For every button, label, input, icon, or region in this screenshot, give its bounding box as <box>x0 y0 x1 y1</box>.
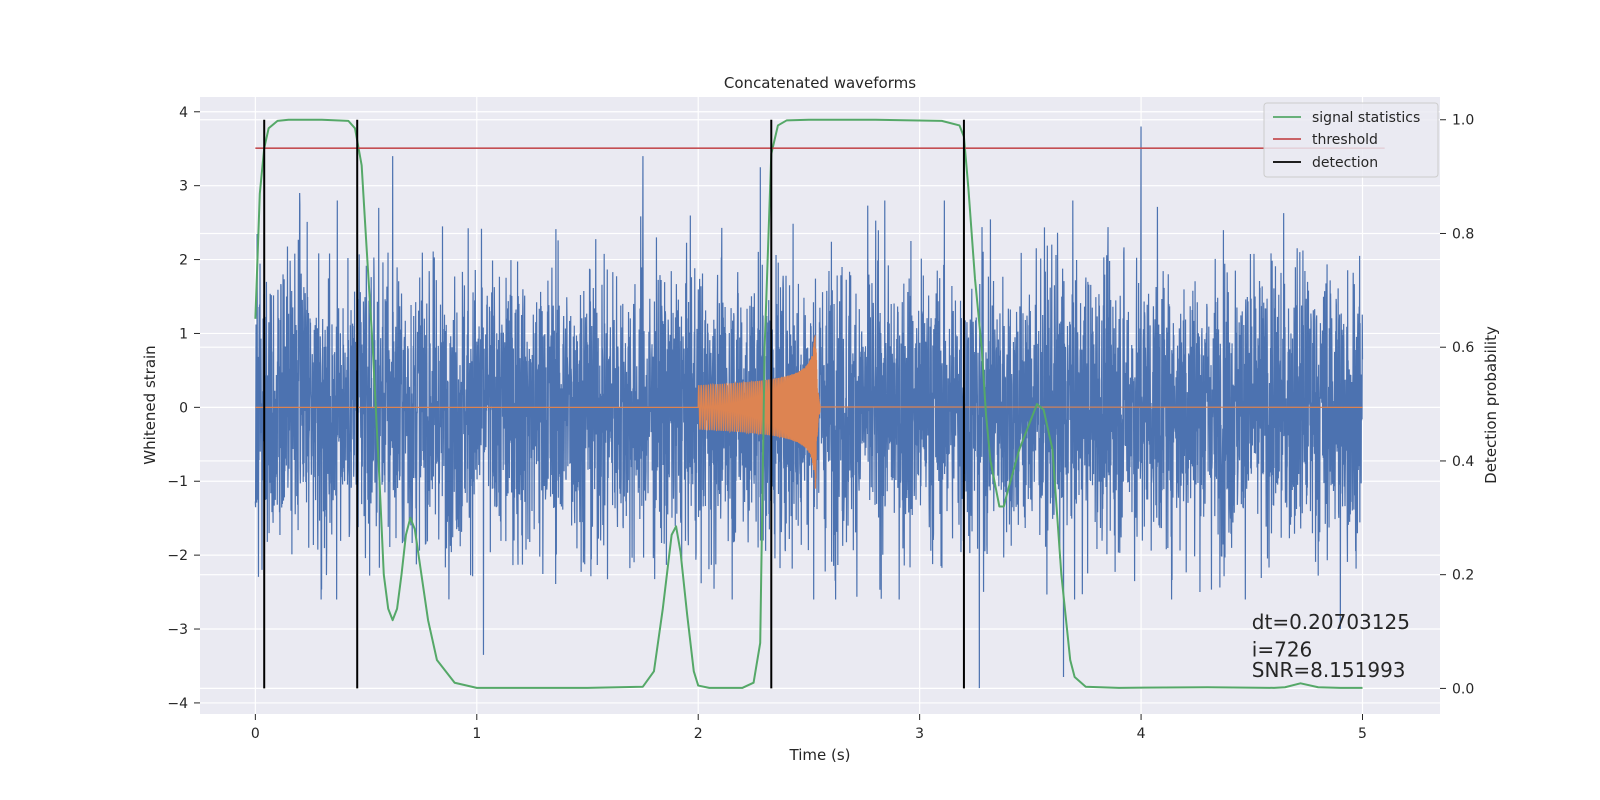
y-tick-label-1: −3 <box>167 622 188 638</box>
legend: signal statistics threshold detection <box>1263 102 1439 178</box>
x-axis-ticks: 0 1 2 3 4 5 <box>251 714 1367 742</box>
annotation-0: dt=0.20703125 <box>1252 610 1410 634</box>
x-tick-label-2: 2 <box>694 726 703 742</box>
y-tick-label-0: −4 <box>167 696 188 712</box>
legend-label-threshold: threshold <box>1312 132 1378 148</box>
x-tick-label-5: 5 <box>1358 726 1367 742</box>
legend-frame <box>1263 102 1439 178</box>
y-tick-label-3: −1 <box>167 474 188 490</box>
x-tick-label-1: 1 <box>472 726 481 742</box>
y2-tick-label-1: 0.2 <box>1452 568 1474 584</box>
series-detection-lines <box>263 119 965 689</box>
y-tick-label-6: 2 <box>179 253 188 269</box>
y-axis-label: Whitened strain <box>141 345 159 464</box>
y-tick-label-4: 0 <box>179 400 188 416</box>
y2-tick-label-0: 0.0 <box>1452 681 1474 697</box>
y2-tick-label-2: 0.4 <box>1452 454 1474 470</box>
y2-axis-ticks: 0.0 0.2 0.4 0.6 0.8 1.0 <box>1440 113 1474 697</box>
legend-label-detection: detection <box>1312 155 1378 171</box>
x-tick-label-3: 3 <box>915 726 924 742</box>
y-tick-label-2: −2 <box>167 548 188 564</box>
legend-label-signal-statistics: signal statistics <box>1312 110 1420 126</box>
y2-tick-label-4: 0.8 <box>1452 226 1474 242</box>
y-tick-label-8: 4 <box>179 105 188 121</box>
y-tick-label-5: 1 <box>179 326 188 342</box>
x-axis-label: Time (s) <box>789 746 851 764</box>
series-injected-waveform-line <box>255 335 1363 489</box>
series-signal-statistics-line <box>254 118 1363 689</box>
y-axis-ticks: −4 −3 −2 −1 0 1 2 3 4 <box>167 105 200 712</box>
y2-tick-label-5: 1.0 <box>1452 113 1474 129</box>
y2-tick-label-3: 0.6 <box>1452 340 1474 356</box>
y2-axis-label: Detection probability <box>1482 326 1500 484</box>
x-tick-label-0: 0 <box>251 726 260 742</box>
y-tick-label-7: 3 <box>179 179 188 195</box>
x-tick-label-4: 4 <box>1137 726 1146 742</box>
annotation-2: SNR=8.151993 <box>1252 658 1406 682</box>
annotation-1: i=726 <box>1252 637 1313 661</box>
chart-title: Concatenated waveforms <box>724 74 916 92</box>
